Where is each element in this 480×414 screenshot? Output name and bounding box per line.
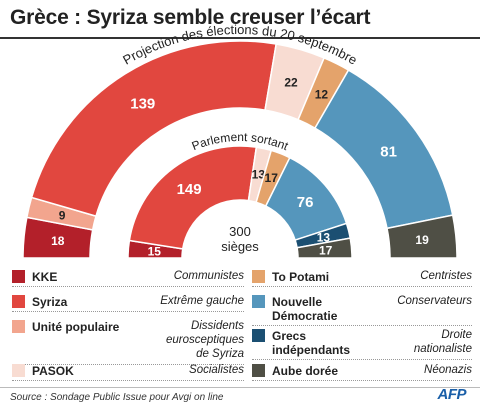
legend-swatch: [252, 295, 265, 308]
legend-leader-line: [252, 286, 472, 287]
seat-value-label: 139: [130, 95, 155, 112]
legend-description: Centristes: [420, 270, 472, 282]
legend-swatch: [12, 295, 25, 308]
legend-leader-line: [12, 286, 244, 287]
legend-leader-line: [12, 311, 244, 312]
legend-leader-line: [12, 380, 244, 381]
legend-swatch: [12, 364, 25, 377]
legend-description: de Syriza: [196, 348, 244, 360]
legend-leader-line: [12, 364, 244, 365]
legend-description: Dissidents: [190, 320, 244, 332]
seat-segment: [296, 237, 353, 259]
legend-description: Conservateurs: [397, 295, 472, 307]
legend-description: Communistes: [173, 270, 244, 282]
source-note: Source : Sondage Public Issue pour Avgi …: [10, 392, 224, 403]
seat-value-label: 81: [380, 144, 397, 161]
legend-leader-line: [252, 359, 472, 360]
legend-description: Socialistes: [189, 364, 244, 376]
legend-description: Néonazis: [424, 364, 472, 376]
seat-value-label: 149: [177, 181, 202, 198]
legend-party-name: To Potami: [272, 270, 330, 284]
legend-swatch: [12, 320, 25, 333]
legend-party-name: PASOK: [32, 364, 74, 378]
legend-swatch: [252, 270, 265, 283]
legend-party-name: Aube dorée: [272, 364, 339, 378]
legend-party-name: Syriza: [32, 295, 68, 309]
seat-value-label: 19: [415, 233, 429, 247]
legend-party-name: Unité populaire: [32, 320, 120, 334]
footer-divider: [0, 387, 480, 388]
seat-value-label: 12: [315, 87, 329, 101]
legend-leader-line: [252, 380, 472, 381]
seat-segment: [128, 145, 258, 250]
seat-value-label: 22: [284, 76, 298, 90]
legend-party-name: KKE: [32, 270, 58, 284]
legend-swatch: [252, 364, 265, 377]
legend-swatch: [252, 329, 265, 342]
seat-value-label: 13: [317, 230, 331, 244]
legend-party-name: indépendants: [272, 343, 351, 357]
seat-value-label: 76: [297, 194, 314, 211]
seat-value-label: 15: [148, 245, 162, 259]
afp-logo: AFP: [437, 386, 467, 403]
legend-description: nationaliste: [413, 343, 472, 355]
center-seat-label: sièges: [221, 239, 259, 254]
seat-value-label: 13: [252, 167, 266, 181]
legend-party-name: Nouvelle: [272, 295, 323, 309]
legend-party-name: Grecs: [272, 329, 307, 343]
legend-leader-line: [252, 325, 472, 326]
title-divider: [0, 37, 480, 39]
legend-swatch: [12, 270, 25, 283]
legend-description: eurosceptiques: [166, 334, 244, 346]
seat-segment: [386, 214, 458, 259]
legend-party-name: Démocratie: [272, 309, 338, 323]
seat-value-label: 17: [319, 244, 333, 258]
seat-value-label: 17: [265, 171, 279, 185]
seat-value-label: 18: [51, 234, 65, 248]
seat-value-label: 9: [59, 209, 66, 223]
center-seat-count: 300: [229, 224, 251, 239]
page-title: Grèce : Syriza semble creuser l’écart: [10, 6, 371, 29]
legend-description: Droite: [441, 329, 472, 341]
legend-description: Extrême gauche: [160, 295, 244, 307]
